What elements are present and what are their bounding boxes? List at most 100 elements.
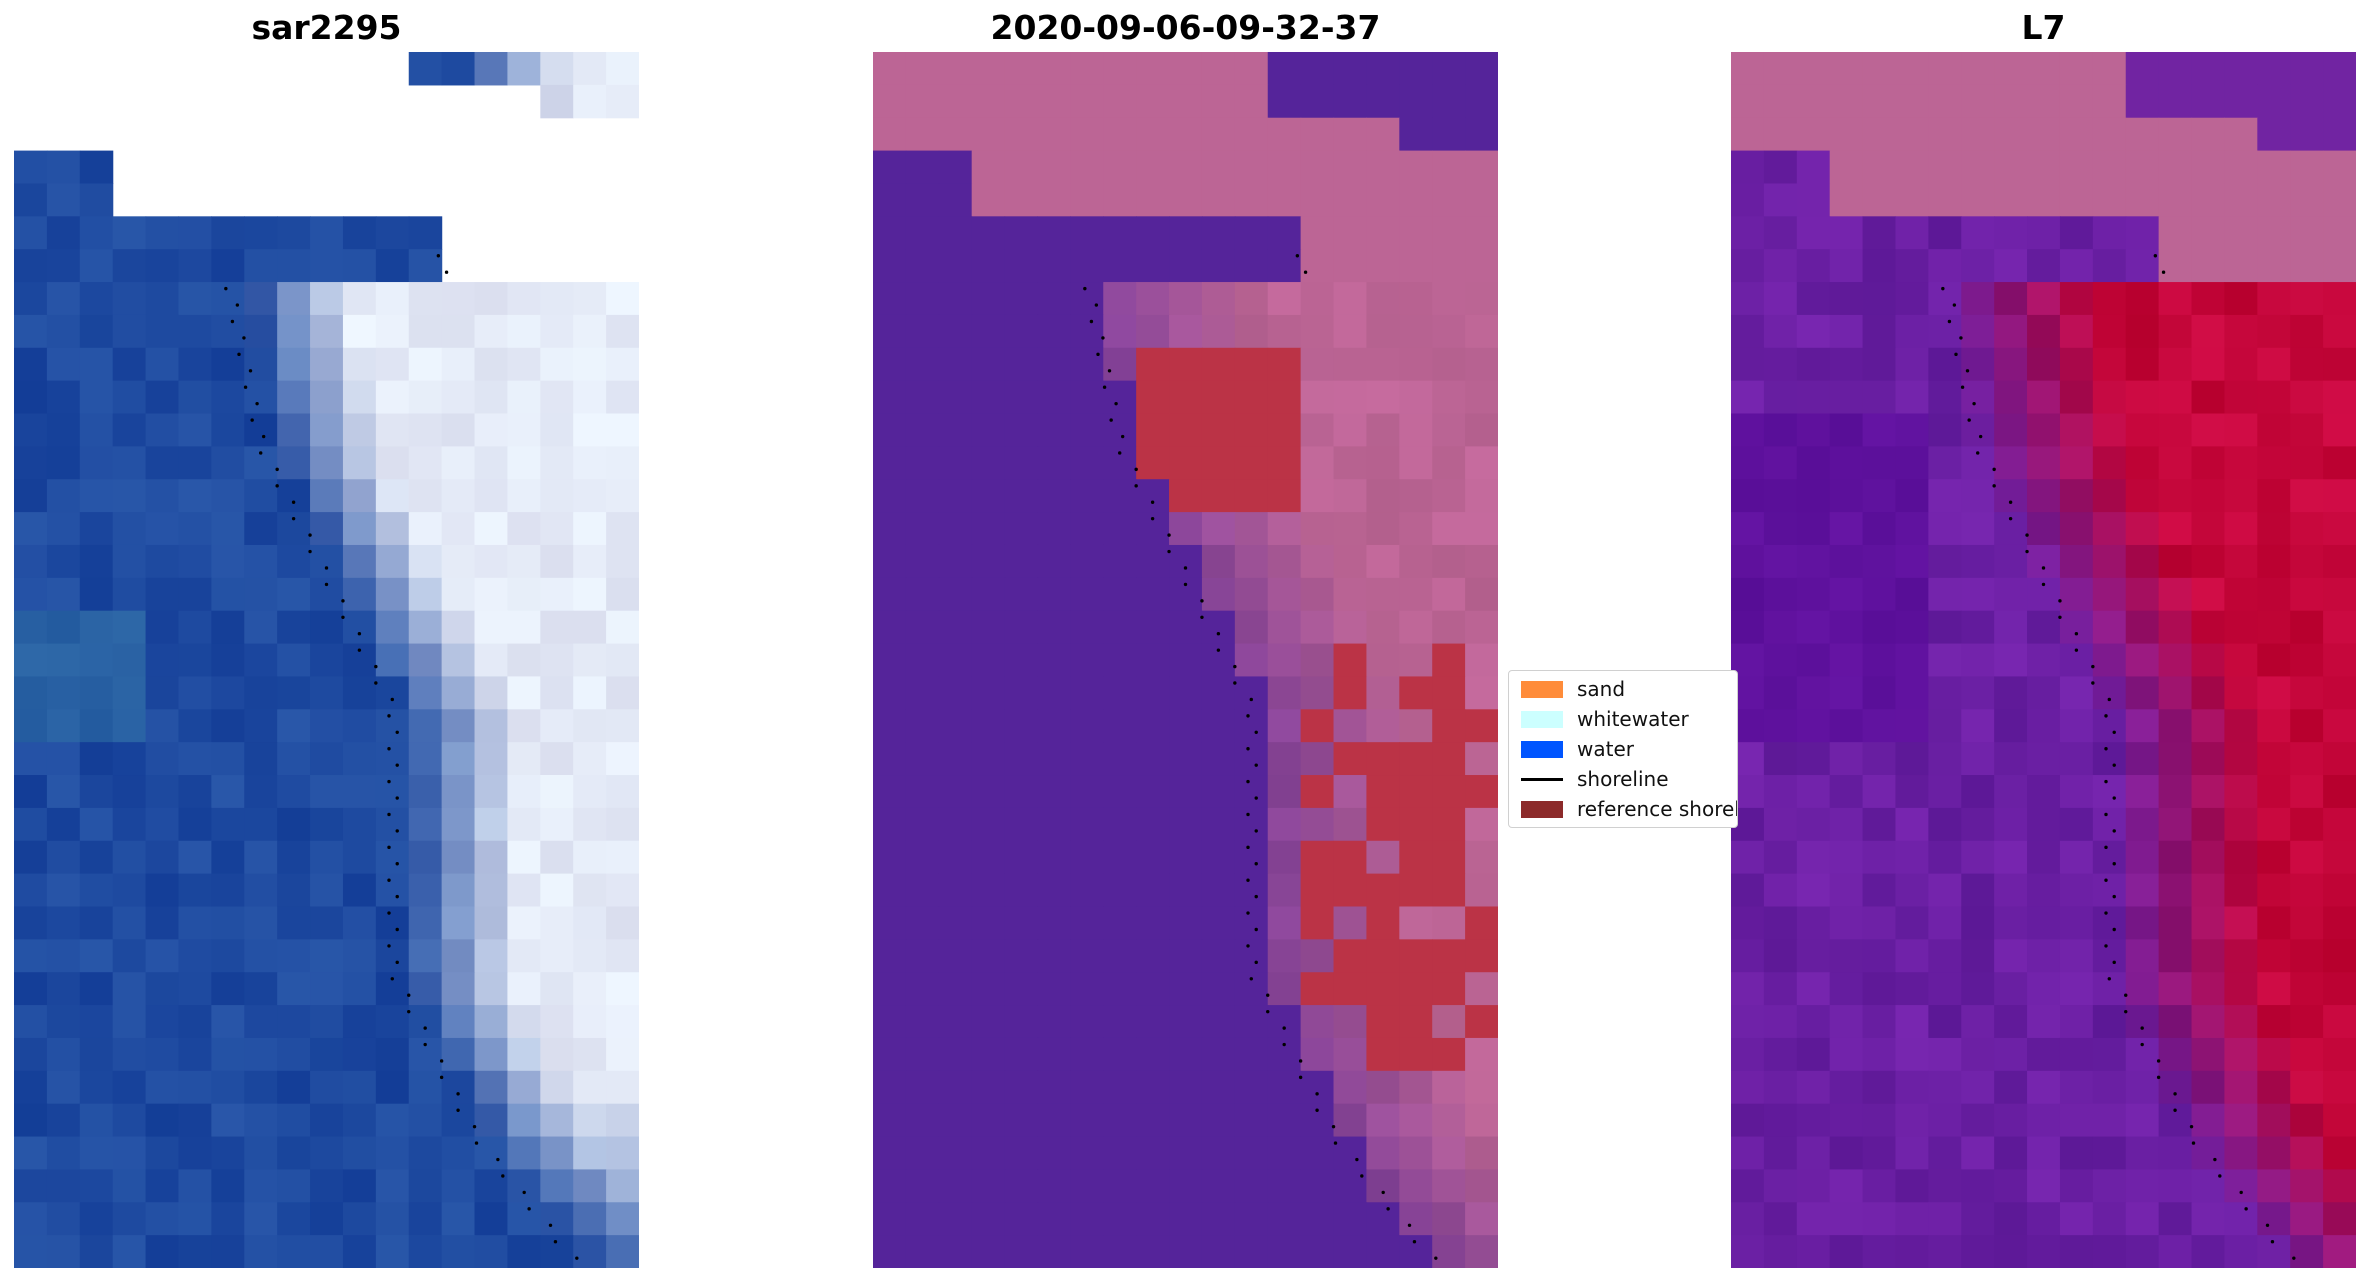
classification-pixel [1432,643,1466,678]
classification-pixel [905,807,940,842]
index-pixel [1862,577,1897,612]
rgb-pixel [112,939,147,973]
shoreline-point [1150,516,1155,521]
rgb-pixel [408,1005,443,1039]
index-pixel [1731,1103,1765,1138]
index-pixel [1928,610,1962,645]
shoreline-point [1954,352,1958,357]
index-pixel [2323,742,2356,776]
classification-pixel [1201,610,1236,645]
rgb-pixel [573,972,607,1006]
classification-pixel [938,544,973,579]
rgb-pixel [277,873,311,908]
index-pixel [2224,183,2258,217]
rgb-pixel [79,446,114,480]
rgb-pixel [408,610,443,645]
index-pixel [1994,939,2028,973]
shoreline-point [374,664,378,669]
index-pixel [2257,183,2291,217]
rgb-pixel [540,282,574,316]
classification-pixel [1300,1169,1335,1203]
rgb-pixel [112,775,147,809]
index-pixel [2125,972,2160,1006]
rgb-pixel [342,1037,377,1072]
legend-item-sand: sand [1515,676,1737,701]
classification-pixel [1300,873,1335,908]
rgb-pixel [145,512,180,546]
rgb-pixel [375,1136,410,1170]
rgb-pixel [441,610,476,645]
index-pixel [2191,282,2226,316]
index-pixel [1731,610,1765,645]
shoreline-point [2104,911,2108,915]
legend: sand whitewater water shoreline referenc… [1508,670,1738,828]
index-pixel [2092,216,2127,250]
classification-pixel [938,1136,973,1170]
index-pixel [2257,1037,2291,1072]
classification-pixel [1103,150,1137,185]
rgb-pixel [441,413,476,447]
rgb-pixel [408,939,443,973]
index-pixel [1796,939,1831,973]
classification-pixel [905,52,940,86]
rgb-pixel [145,1005,180,1039]
rgb-pixel [606,84,639,119]
index-pixel [2092,709,2127,743]
rgb-pixel [277,1005,311,1039]
shoreline-point [1976,451,1980,455]
index-pixel [2125,183,2160,217]
classification-pixel [873,1005,907,1039]
rgb-pixel [79,775,114,809]
rgb-pixel [277,577,311,612]
index-pixel [2191,512,2226,546]
classification-pixel [1234,117,1269,152]
shoreline-point [1246,878,1250,882]
rgb-pixel [46,446,81,480]
index-pixel [1928,742,1962,776]
rgb-pixel [474,906,509,940]
rgb-pixel [573,479,607,513]
rgb-pixel [507,52,541,86]
rgb-pixel [112,807,147,842]
shoreline-point [387,878,391,882]
classification-pixel [1070,610,1104,645]
index-pixel [2027,873,2061,908]
rgb-pixel [277,1103,311,1138]
classification-pixel [1169,347,1203,382]
rgb-pixel [342,1169,377,1203]
classification-pixel [1103,183,1137,217]
classification-pixel [1267,117,1302,152]
classification-pixel [1004,512,1039,546]
rgb-pixel [441,52,476,86]
classification-pixel [1136,380,1170,415]
index-pixel [1829,52,1864,86]
classification-pixel [1201,380,1236,415]
index-pixel [2224,1235,2258,1268]
classification-pixel [873,643,907,678]
rgb-pixel [408,906,443,940]
rgb-pixel [178,347,212,382]
rgb-pixel [310,807,344,842]
classification-pixel [1333,479,1368,513]
classification-pixel [1432,1136,1466,1170]
classification-pixel [873,610,907,645]
rgb-pixel [474,282,509,316]
rgb-pixel [573,52,607,86]
classification-pixel [1432,446,1466,480]
classification-pixel [1201,84,1236,119]
classification-pixel [971,1169,1006,1203]
classification-pixel [1432,84,1466,119]
index-pixel [1796,282,1831,316]
rgb-pixel [46,676,81,710]
index-pixel [2125,643,2160,678]
rgb-pixel [441,544,476,579]
index-pixel [1994,577,2028,612]
classification-pixel [1300,676,1335,710]
rgb-pixel [573,380,607,415]
classification-pixel [1004,775,1039,809]
classification-pixel [905,709,940,743]
rgb-pixel [342,807,377,842]
index-pixel [1731,1169,1765,1203]
classification-pixel [873,709,907,743]
shoreline-point [2156,1059,2161,1063]
